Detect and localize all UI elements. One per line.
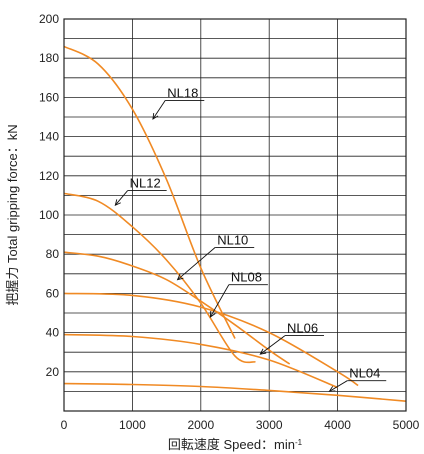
series-line-nl18 xyxy=(63,45,236,339)
y-tick-label: 200 xyxy=(39,12,59,26)
series-leader-nl18 xyxy=(152,100,166,120)
x-tick-label: 1000 xyxy=(119,418,146,432)
series-line-nl08 xyxy=(63,292,359,387)
y-tick-label: 20 xyxy=(46,365,60,379)
series-lines xyxy=(63,45,407,402)
y-tick-label: 160 xyxy=(39,90,59,104)
y-axis-title: 把握力 Total gripping force：kN xyxy=(5,124,20,305)
series-line-nl12 xyxy=(63,192,256,364)
x-axis-title-superscript: -1 xyxy=(295,438,303,447)
series-leader-nl08 xyxy=(209,284,230,318)
tick-labels: 0 1000 2000 3000 4000 5000 20 40 60 80 100 120 140 16… xyxy=(39,12,420,432)
x-axis-title-main: 回転速度 Speed：min xyxy=(168,437,295,452)
series-arrowhead-nl06 xyxy=(259,348,267,355)
plot-frame xyxy=(63,18,407,412)
series-arrowhead-nl10 xyxy=(176,274,184,281)
x-tick-label: 0 xyxy=(61,418,68,432)
series-line-nl06 xyxy=(63,333,338,389)
series-label-nl04: NL04 xyxy=(349,366,380,381)
series-arrowhead-nl08 xyxy=(209,310,216,318)
series-label-nl06: NL06 xyxy=(287,321,318,336)
series-leader-nl06 xyxy=(260,335,286,355)
x-axis-title: 回転速度 Speed：min-1 xyxy=(168,437,303,452)
series-label-nl18: NL18 xyxy=(167,85,198,100)
series-leader-nl10 xyxy=(177,247,216,281)
y-tick-label: 120 xyxy=(39,169,59,183)
series-arrowhead-nl18 xyxy=(152,112,159,120)
series-label-nl12: NL12 xyxy=(130,176,161,191)
x-tick-label: 5000 xyxy=(393,418,420,432)
grid xyxy=(64,19,406,411)
y-tick-label: 140 xyxy=(39,130,59,144)
series-labels: NL18 NL12 NL10 NL08 NL06 NL04 xyxy=(114,85,387,392)
series-arrowhead-nl12 xyxy=(114,199,121,206)
series-label-nl10: NL10 xyxy=(217,232,248,247)
y-tick-label: 100 xyxy=(39,208,59,222)
series-leader-nl12 xyxy=(114,190,129,206)
x-tick-label: 3000 xyxy=(256,418,283,432)
y-tick-label: 80 xyxy=(46,247,60,261)
y-tick-label: 40 xyxy=(46,326,60,340)
y-tick-label: 60 xyxy=(46,286,60,300)
y-tick-label: 180 xyxy=(39,51,59,65)
series-line-nl04 xyxy=(63,382,407,402)
x-tick-label: 4000 xyxy=(324,418,351,432)
series-leader-nl04 xyxy=(329,380,348,392)
series-label-nl08: NL08 xyxy=(231,270,262,285)
series-line-nl10 xyxy=(63,251,291,365)
x-tick-label: 2000 xyxy=(187,418,214,432)
series-arrowhead-nl04 xyxy=(328,386,336,392)
